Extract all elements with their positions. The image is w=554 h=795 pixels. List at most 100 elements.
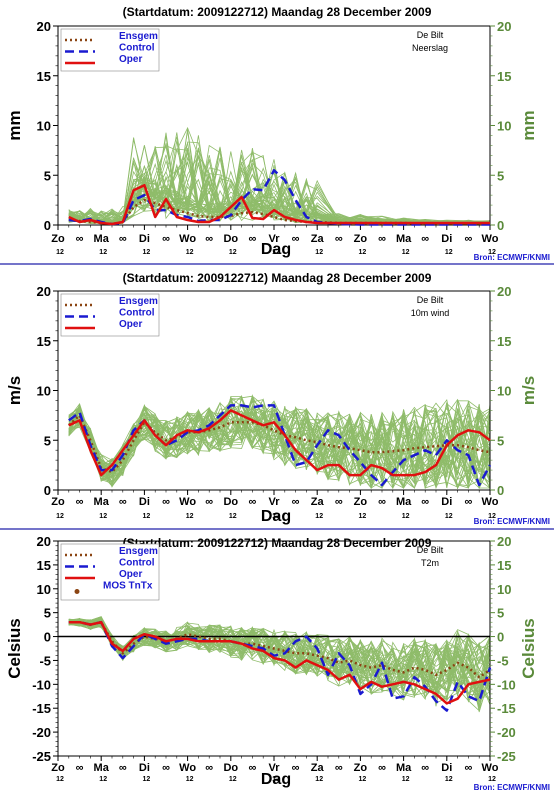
- x-midnight-marker: ∞: [205, 496, 213, 508]
- x-midnight-marker: ∞: [292, 233, 300, 245]
- variable-label: Neerslag: [412, 43, 448, 53]
- y-axis-label: Celsius: [5, 618, 24, 678]
- x-midnight-marker: ∞: [76, 233, 84, 245]
- y-tick-label: 10: [37, 119, 51, 134]
- y-tick-label-right: 5: [497, 168, 504, 183]
- x-midnight-marker: ∞: [378, 762, 386, 774]
- legend-label: MOS TnTx: [103, 581, 153, 592]
- x-midnight-marker: ∞: [464, 762, 472, 774]
- y-axis-label: mm: [5, 110, 24, 140]
- legend-label: Ensgem: [119, 31, 158, 42]
- x-day-label: Zo: [51, 762, 65, 774]
- x-day-label: Ma: [94, 762, 110, 774]
- y-tick-label-right: 15: [497, 69, 511, 84]
- x-hour-label: 12: [229, 513, 237, 520]
- y-tick-label: -15: [32, 701, 51, 716]
- x-axis-label: Dag: [261, 508, 291, 525]
- series-line-control: [68, 404, 492, 487]
- x-midnight-marker: ∞: [335, 762, 343, 774]
- x-hour-label: 12: [402, 249, 410, 256]
- y-tick-label: 0: [44, 483, 51, 498]
- y-tick-label: -20: [32, 725, 51, 740]
- chart-title: (Startdatum: 2009122712) Maandag 28 Dece…: [123, 5, 432, 19]
- x-hour-label: 12: [402, 776, 410, 783]
- x-hour-label: 12: [315, 249, 323, 256]
- x-hour-label: 12: [315, 776, 323, 783]
- x-hour-label: 12: [229, 776, 237, 783]
- y-tick-label-right: -20: [497, 725, 516, 740]
- ensemble-member-line: [68, 157, 491, 225]
- ensemble-member-line: [68, 399, 491, 490]
- x-hour-label: 12: [99, 776, 107, 783]
- x-day-label: Wo: [179, 762, 196, 774]
- y-tick-label: 15: [37, 334, 51, 349]
- x-hour-label: 12: [143, 513, 151, 520]
- x-day-label: Vr: [268, 762, 280, 774]
- x-hour-label: 12: [359, 249, 367, 256]
- x-midnight-marker: ∞: [205, 233, 213, 245]
- x-day-label: Di: [139, 762, 150, 774]
- series-line-oper: [68, 409, 491, 477]
- chart-panel-t2m: (Startdatum: 2009122712) Maandag 28 Dece…: [5, 534, 550, 792]
- legend-label: Oper: [119, 319, 142, 330]
- x-hour-label: 12: [272, 776, 280, 783]
- x-hour-label: 12: [56, 776, 64, 783]
- y-tick-label-right: 5: [497, 433, 504, 448]
- x-hour-label: 12: [359, 776, 367, 783]
- variable-label: T2m: [421, 558, 439, 568]
- x-hour-label: 12: [186, 513, 194, 520]
- y-tick-label: 15: [37, 69, 51, 84]
- x-day-label: Wo: [179, 496, 196, 508]
- y-tick-label-right: 0: [497, 630, 504, 645]
- x-midnight-marker: ∞: [162, 762, 170, 774]
- x-day-label: Za: [311, 496, 325, 508]
- series-line-oper: [68, 620, 491, 705]
- y-tick-label: -25: [32, 749, 51, 764]
- x-midnight-marker: ∞: [464, 233, 472, 245]
- x-day-label: Do: [223, 496, 238, 508]
- x-day-label: Ma: [396, 233, 412, 245]
- y-tick-label: 20: [37, 19, 51, 34]
- x-midnight-marker: ∞: [248, 496, 256, 508]
- x-hour-label: 12: [186, 249, 194, 256]
- x-midnight-marker: ∞: [119, 762, 127, 774]
- x-day-label: Vr: [268, 233, 280, 245]
- legend-label: Control: [119, 43, 155, 54]
- x-hour-label: 12: [229, 249, 237, 256]
- x-hour-label: 12: [272, 249, 280, 256]
- station-label: De Bilt: [417, 295, 444, 305]
- x-hour-label: 12: [56, 249, 64, 256]
- x-day-label: Ma: [396, 762, 412, 774]
- x-hour-label: 12: [445, 776, 453, 783]
- x-day-label: Ma: [94, 496, 110, 508]
- y-tick-label-right: -5: [497, 653, 509, 668]
- x-day-label: Do: [223, 762, 238, 774]
- ensemble-member-line: [68, 616, 491, 713]
- y-tick-label: -5: [39, 653, 51, 668]
- y-tick-label-right: 0: [497, 218, 504, 233]
- y-tick-label-right: 20: [497, 284, 511, 299]
- x-midnight-marker: ∞: [421, 233, 429, 245]
- x-day-label: Zo: [51, 233, 65, 245]
- x-day-label: Ma: [396, 496, 412, 508]
- y-axis-label: m/s: [5, 376, 24, 405]
- ensemble-member-line: [68, 408, 491, 480]
- legend-swatch-mos: [74, 589, 80, 594]
- y-tick-label: 5: [44, 168, 51, 183]
- y-tick-label-right: -25: [497, 749, 516, 764]
- x-midnight-marker: ∞: [292, 496, 300, 508]
- y-axis-label-right: Celsius: [519, 618, 538, 678]
- y-tick-label: 10: [37, 384, 51, 399]
- y-tick-label-right: 15: [497, 558, 511, 573]
- x-midnight-marker: ∞: [162, 233, 170, 245]
- chart-title: (Startdatum: 2009122712) Maandag 28 Dece…: [123, 271, 432, 285]
- ensemble-members: [68, 126, 491, 226]
- x-day-label: Zo: [354, 762, 368, 774]
- series-line-oper: [68, 183, 490, 226]
- x-hour-label: 12: [359, 513, 367, 520]
- source-label: Bron: ECMWF/KNMI: [474, 783, 550, 792]
- x-hour-label: 12: [445, 513, 453, 520]
- x-midnight-marker: ∞: [378, 233, 386, 245]
